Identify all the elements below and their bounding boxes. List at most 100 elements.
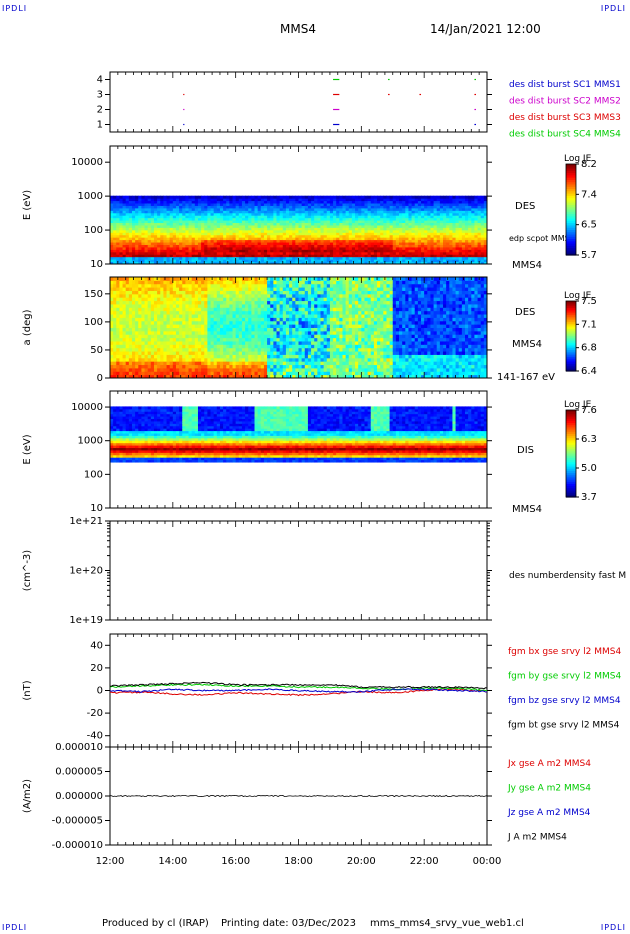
heatmap-cell	[113, 239, 117, 243]
heatmap-cell	[163, 259, 168, 263]
heatmap-cell	[191, 340, 196, 345]
heatmap-cell	[175, 239, 180, 243]
heatmap-cell	[113, 351, 117, 355]
heatmap-cell	[439, 259, 444, 263]
heatmap-cell	[135, 210, 139, 214]
heatmap-cell	[122, 337, 127, 342]
heatmap-cell	[421, 210, 425, 214]
heatmap-cell	[175, 357, 180, 362]
heatmap-cell	[194, 367, 199, 372]
heatmap-cell	[232, 229, 237, 233]
heatmap-cell	[248, 242, 252, 245]
heatmap-cell	[157, 220, 161, 224]
heatmap-cell	[201, 254, 205, 258]
heatmap-cell	[314, 224, 318, 228]
heatmap-cell	[172, 327, 177, 332]
heatmap-cell	[153, 317, 158, 322]
heatmap-cell	[232, 234, 237, 238]
heatmap-cell	[458, 254, 463, 258]
heatmap-cell	[333, 242, 337, 245]
heatmap-cell	[122, 217, 127, 221]
heatmap-cell	[446, 259, 450, 263]
heatmap-cell	[389, 239, 394, 243]
heatmap-cell	[317, 224, 321, 228]
heatmap-cell	[270, 222, 274, 226]
heatmap-cell	[144, 237, 149, 241]
heatmap-cell	[204, 351, 208, 355]
heatmap-cell	[207, 251, 212, 255]
heatmap-cell	[260, 259, 265, 263]
heatmap-cell	[241, 246, 246, 250]
heatmap-cell	[223, 324, 227, 328]
heatmap-cell	[414, 220, 419, 224]
heatmap-cell	[207, 242, 212, 245]
heatmap-cell	[282, 254, 287, 258]
heatmap-cell	[417, 234, 422, 238]
heatmap-cell	[175, 283, 180, 288]
heatmap-cell	[245, 224, 249, 228]
heatmap-cell	[210, 207, 215, 211]
heatmap-cell	[144, 205, 149, 209]
heatmap-cell	[307, 200, 312, 204]
heatmap-cell	[175, 224, 180, 228]
heatmap-cell	[314, 249, 318, 253]
heatmap-cell	[223, 317, 227, 322]
heatmap-cell	[229, 357, 234, 362]
heatmap-cell	[207, 234, 212, 238]
heatmap-cell	[175, 222, 180, 226]
heatmap-cell	[342, 246, 347, 250]
heatmap-cell	[317, 205, 321, 209]
heatmap-cell	[443, 220, 447, 224]
heatmap-cell	[185, 330, 190, 335]
heatmap-cell	[172, 217, 177, 221]
heatmap-cell	[223, 297, 227, 302]
heatmap-cell	[263, 224, 268, 228]
heatmap-cell	[147, 307, 152, 312]
heatmap-cell	[273, 249, 278, 253]
heatmap-cell	[191, 195, 196, 199]
heatmap-cell	[323, 222, 328, 226]
heatmap-cell	[138, 330, 142, 335]
heatmap-cell	[251, 249, 256, 253]
heatmap-cell	[210, 210, 215, 214]
heatmap-cell	[263, 249, 268, 253]
heatmap-cell	[461, 220, 466, 224]
heatmap-cell	[229, 224, 234, 228]
heatmap-cell	[289, 229, 293, 233]
heatmap-cell	[182, 237, 186, 241]
heatmap-cell	[216, 334, 221, 339]
heatmap-cell	[216, 314, 221, 318]
heatmap-cell	[113, 357, 117, 362]
heatmap-cell	[405, 249, 409, 253]
heatmap-cell	[144, 330, 149, 335]
heatmap-cell	[197, 234, 202, 238]
heatmap-cell	[458, 222, 463, 226]
heatmap-cell	[232, 212, 237, 216]
heatmap-cell	[446, 242, 450, 245]
heatmap-cell	[333, 261, 337, 265]
heatmap-cell	[163, 317, 168, 322]
heatmap-cell	[399, 244, 403, 248]
heatmap-cell	[317, 207, 321, 211]
energy-y-tick-label: 10000	[71, 157, 103, 168]
heatmap-cell	[147, 324, 152, 328]
heatmap-cell	[289, 220, 293, 224]
heatmap-cell	[182, 327, 186, 332]
heatmap-cell	[414, 227, 419, 231]
heatmap-cell	[336, 237, 340, 241]
heatmap-cell	[245, 374, 249, 379]
heatmap-cell	[251, 259, 256, 263]
heatmap-cell	[377, 229, 381, 233]
heatmap-cell	[364, 203, 369, 206]
heatmap-cell	[128, 215, 133, 219]
heatmap-cell	[399, 207, 403, 211]
heatmap-cell	[273, 246, 278, 250]
heatmap-cell	[238, 280, 243, 285]
heatmap-cell	[201, 351, 205, 355]
heatmap-cell	[285, 205, 290, 209]
heatmap-cell	[213, 210, 218, 214]
heatmap-cell	[364, 222, 369, 226]
heatmap-cell	[113, 347, 117, 352]
heatmap-cell	[361, 251, 365, 255]
heatmap-cell	[373, 232, 378, 236]
